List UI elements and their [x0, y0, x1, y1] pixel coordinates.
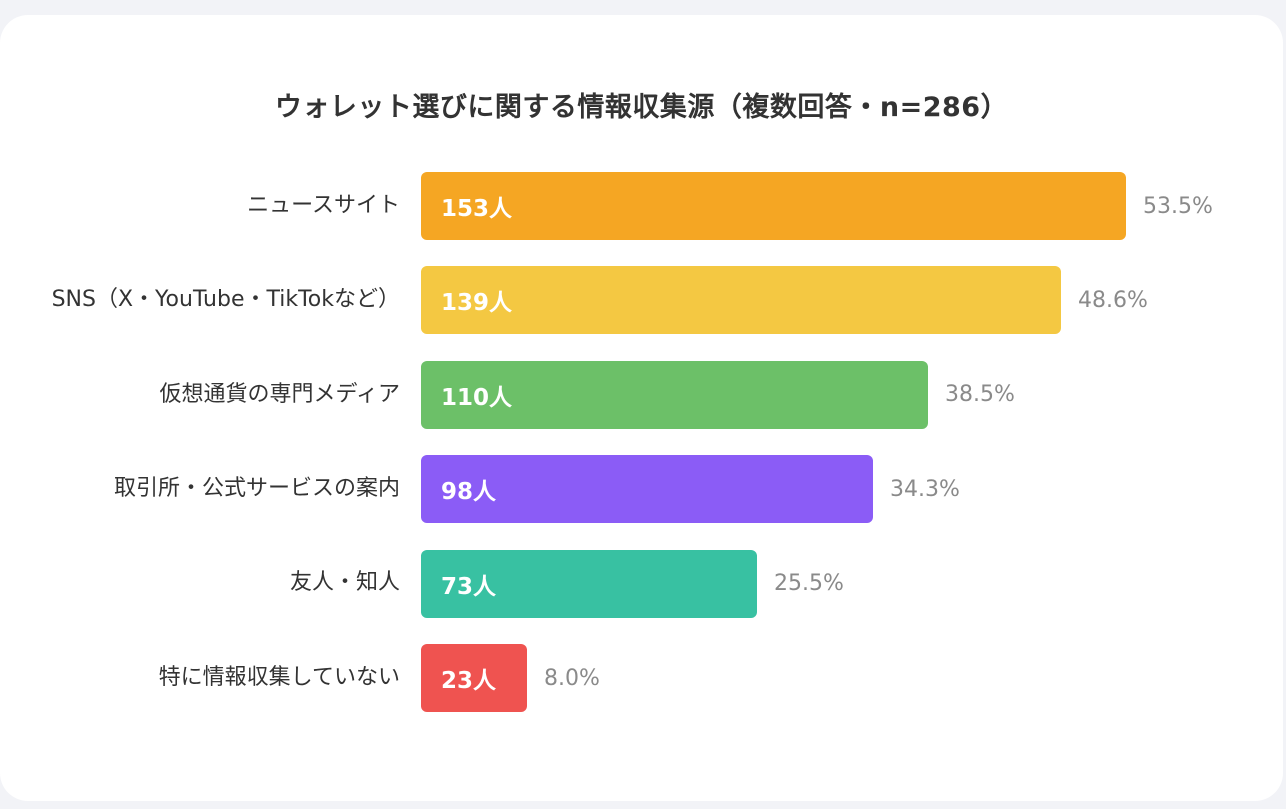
- bar-value-label: 23人: [441, 668, 497, 694]
- bar: 73人: [421, 549, 757, 618]
- bar-value-label: 153人: [441, 196, 513, 222]
- bar-value-label: 110人: [441, 384, 513, 411]
- bar-row: ニュースサイト 153人 53.5%: [0, 172, 1283, 240]
- bar-row: 友人・知人 73人 25.5%: [0, 549, 1283, 618]
- bar-row: SNS（X・YouTube・TikTokなど） 139人 48.6%: [0, 266, 1283, 335]
- bar: 23人: [421, 644, 527, 712]
- bar-value-label: 98人: [441, 479, 497, 506]
- bar-row: 取引所・公式サービスの案内 98人 34.3%: [0, 455, 1283, 524]
- bar: 153人: [421, 172, 1126, 240]
- percent-label: 48.6%: [1078, 287, 1148, 313]
- category-label: 仮想通貨の専門メディア: [159, 381, 400, 407]
- percent-label: 38.5%: [945, 382, 1015, 408]
- bar-value-label: 73人: [441, 573, 497, 600]
- category-label: 友人・知人: [289, 570, 400, 596]
- percent-label: 8.0%: [544, 665, 600, 691]
- percent-label: 53.5%: [1143, 193, 1213, 219]
- bar: 98人: [421, 455, 873, 524]
- category-label: SNS（X・YouTube・TikTokなど）: [51, 287, 400, 313]
- bar-value-label: 139人: [441, 290, 513, 317]
- bar: 110人: [421, 360, 928, 429]
- bar-chart: ニュースサイト 153人 53.5% SNS（X・YouTube・TikTokなど） 1…: [0, 15, 1283, 801]
- chart-title: ウォレット選びに関する情報収集源（複数回答・n=286）: [274, 92, 1009, 123]
- bar-row: 特に情報収集していない 23人 8.0%: [0, 644, 1283, 712]
- category-label: ニュースサイト: [247, 192, 400, 218]
- bar-row: 仮想通貨の専門メディア 110人 38.5%: [0, 360, 1283, 429]
- category-label: 特に情報収集していない: [158, 664, 400, 690]
- percent-label: 34.3%: [890, 476, 960, 502]
- percent-label: 25.5%: [774, 571, 844, 597]
- chart-card: ウォレット選びに関する情報収集源（複数回答・n=286） ニュースサイト 153人…: [0, 15, 1283, 801]
- bar: 139人: [421, 266, 1061, 335]
- category-label: 取引所・公式サービスの案内: [113, 475, 400, 501]
